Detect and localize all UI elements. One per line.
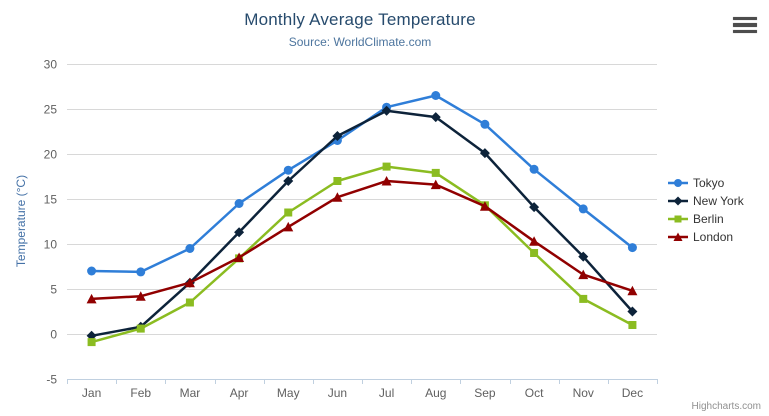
data-point-marker[interactable] — [86, 293, 97, 304]
data-point-marker[interactable] — [627, 285, 638, 296]
x-axis-tick-label: Jun — [328, 386, 347, 400]
legend-symbol-triangle — [668, 232, 688, 241]
data-point-marker[interactable] — [627, 243, 637, 253]
legend-item-new-york[interactable]: New York — [668, 193, 744, 208]
data-point-marker[interactable] — [185, 244, 195, 253]
legend-label: Berlin — [693, 211, 724, 226]
data-point-marker[interactable] — [529, 164, 539, 174]
credits-link[interactable]: Highcharts.com — [691, 401, 761, 412]
y-axis-tick-label: 10 — [44, 238, 58, 252]
data-point-marker[interactable] — [234, 252, 245, 263]
legend-symbol-circle — [668, 178, 688, 187]
legend-item-london[interactable]: London — [668, 229, 744, 244]
data-point-marker[interactable] — [628, 321, 637, 329]
y-axis-tick-label: 25 — [44, 103, 58, 117]
x-axis-tick-label: Mar — [180, 386, 201, 400]
data-point-marker[interactable] — [284, 208, 293, 217]
series-line-new-york[interactable] — [90, 109, 634, 338]
data-point-marker[interactable] — [136, 324, 145, 333]
legend-symbol-diamond — [668, 196, 688, 205]
data-point-marker[interactable] — [283, 221, 294, 232]
series-line-berlin[interactable] — [90, 165, 634, 344]
x-axis-tick-label: Sep — [474, 386, 496, 400]
y-axis-tick-label: 30 — [44, 58, 58, 72]
data-point-marker[interactable] — [479, 148, 490, 159]
hamburger-menu-icon — [733, 29, 757, 34]
data-point-marker[interactable] — [185, 298, 194, 307]
series-line-tokyo[interactable] — [90, 94, 634, 274]
data-point-marker[interactable] — [283, 165, 293, 175]
chart-subtitle: Source: WorldClimate.com — [288, 35, 432, 49]
data-point-marker[interactable] — [136, 267, 146, 277]
legend-label: New York — [693, 193, 744, 208]
data-point-marker[interactable] — [530, 249, 539, 257]
y-axis-title: Temperature (°C) — [14, 174, 28, 268]
data-point-marker[interactable] — [529, 236, 540, 246]
y-axis-tick-label: 0 — [50, 328, 57, 342]
data-point-marker[interactable] — [430, 179, 441, 190]
data-point-marker[interactable] — [674, 215, 682, 222]
x-axis-tick-label: Feb — [130, 386, 151, 400]
legend-item-berlin[interactable]: Berlin — [668, 211, 744, 226]
data-point-marker[interactable] — [381, 176, 392, 186]
y-axis-tick-label: 5 — [50, 283, 57, 297]
x-axis-tick-label: Oct — [525, 386, 544, 400]
data-point-marker[interactable] — [332, 192, 343, 202]
data-point-marker[interactable] — [480, 119, 490, 129]
data-point-marker[interactable] — [578, 251, 589, 262]
data-point-marker[interactable] — [184, 277, 195, 288]
legend-label: Tokyo — [693, 175, 725, 190]
x-axis-tick-label: Aug — [425, 386, 446, 400]
data-point-marker[interactable] — [87, 266, 97, 276]
chart-title: Monthly Average Temperature — [244, 10, 476, 29]
x-axis-tick-label: Dec — [622, 386, 643, 400]
x-axis-tick-label: Nov — [573, 386, 594, 400]
x-axis-tick-label: Apr — [230, 386, 249, 400]
data-point-marker[interactable] — [234, 199, 244, 208]
legend-label: London — [693, 229, 734, 244]
hamburger-menu-icon — [733, 16, 757, 21]
export-menu-button[interactable] — [731, 14, 759, 36]
data-point-marker[interactable] — [332, 131, 343, 141]
y-axis-tick-label: -5 — [46, 373, 57, 387]
data-point-marker[interactable] — [234, 227, 245, 238]
legend: Tokyo New York Berlin London — [668, 175, 744, 244]
data-point-marker[interactable] — [431, 91, 441, 100]
data-point-marker[interactable] — [529, 202, 540, 213]
data-point-marker[interactable] — [579, 294, 588, 303]
data-point-marker[interactable] — [430, 112, 441, 123]
y-axis-tick-label: 15 — [44, 193, 58, 207]
data-point-marker[interactable] — [673, 196, 683, 205]
series-line-london[interactable] — [90, 179, 634, 301]
data-point-marker[interactable] — [479, 201, 490, 211]
data-point-marker[interactable] — [135, 291, 146, 301]
data-point-marker[interactable] — [578, 269, 589, 280]
data-point-marker[interactable] — [333, 177, 342, 185]
hamburger-menu-icon — [733, 23, 757, 27]
data-point-marker[interactable] — [431, 168, 440, 177]
data-point-marker[interactable] — [578, 204, 588, 214]
data-point-marker[interactable] — [283, 176, 294, 186]
legend-item-tokyo[interactable]: Tokyo — [668, 175, 744, 190]
x-axis-tick-label: May — [277, 386, 300, 400]
x-axis-tick-label: Jul — [379, 386, 394, 400]
data-point-marker[interactable] — [381, 105, 392, 116]
data-point-marker[interactable] — [382, 162, 391, 171]
data-point-marker[interactable] — [87, 338, 96, 347]
legend-symbol-square — [668, 215, 688, 222]
data-point-marker[interactable] — [627, 306, 638, 317]
data-point-marker[interactable] — [674, 178, 682, 187]
data-point-marker[interactable] — [673, 232, 683, 241]
x-axis-tick-label: Jan — [82, 386, 101, 400]
y-axis-tick-label: 20 — [44, 148, 58, 162]
